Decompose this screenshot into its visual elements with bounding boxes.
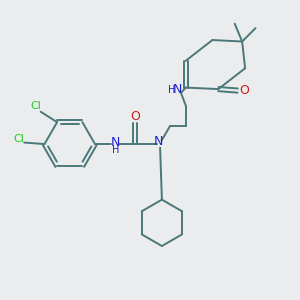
Text: N: N xyxy=(110,136,120,149)
Text: Cl: Cl xyxy=(14,134,24,144)
Text: O: O xyxy=(130,110,140,123)
Text: H: H xyxy=(112,145,119,155)
Text: Cl: Cl xyxy=(30,101,41,111)
Text: O: O xyxy=(239,84,249,97)
Text: H: H xyxy=(168,85,175,95)
Text: N: N xyxy=(173,83,182,96)
Text: N: N xyxy=(153,135,163,148)
